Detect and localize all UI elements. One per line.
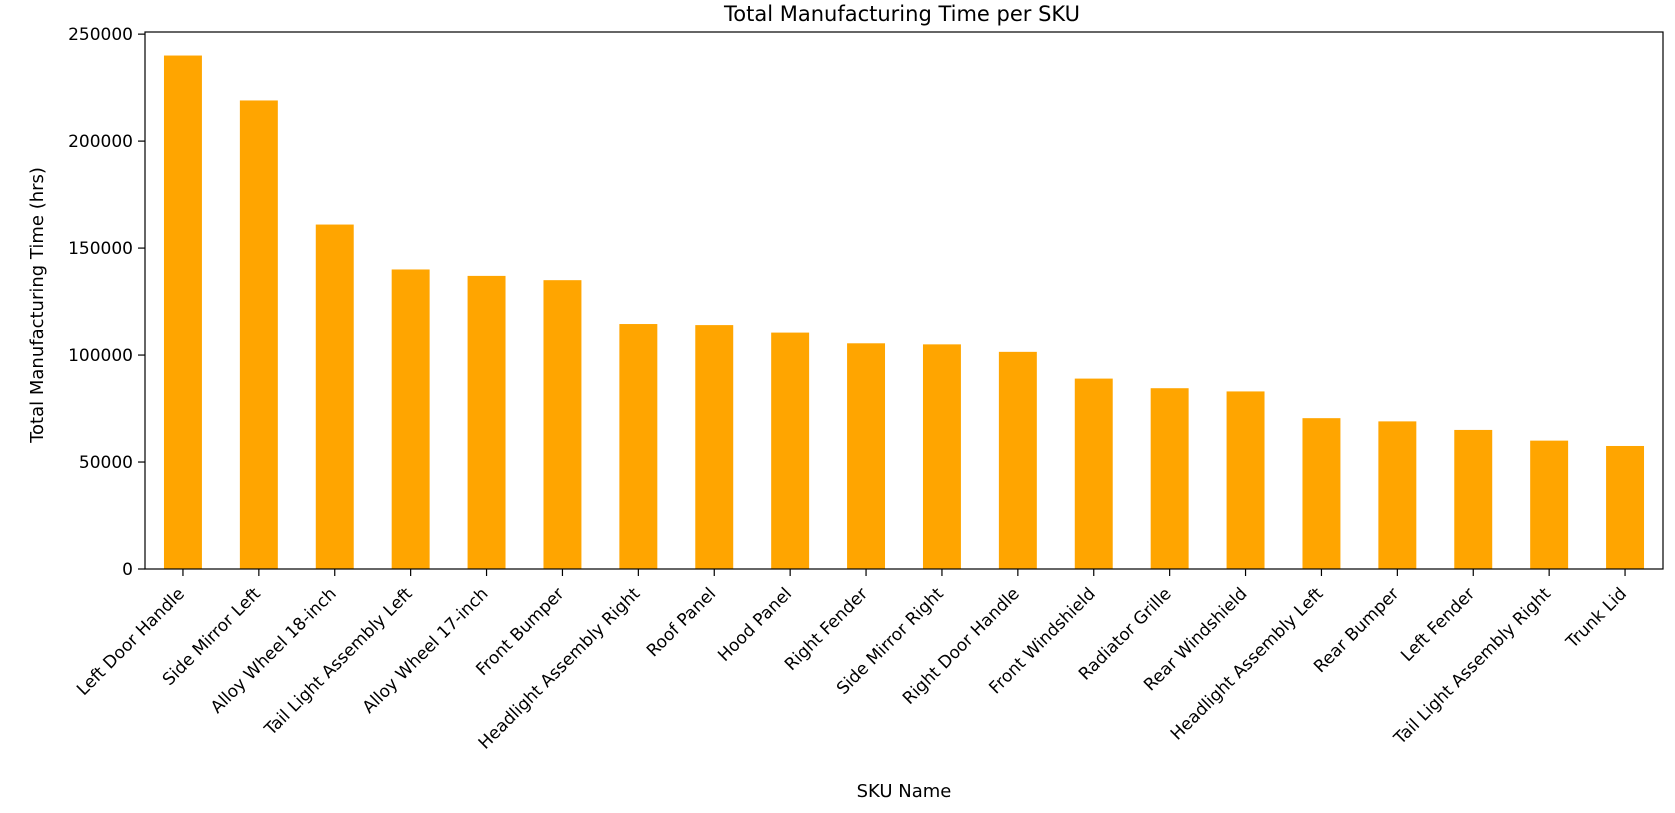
- bar: [239, 100, 278, 569]
- x-tick-label: Alloy Wheel 18-inch: [207, 584, 341, 718]
- x-tick-label: Headlight Assembly Right: [475, 584, 645, 754]
- x-tick-label: Tail Light Assembly Left: [260, 584, 417, 741]
- bar: [1302, 418, 1341, 569]
- bar: [1530, 440, 1569, 569]
- bar: [1378, 421, 1417, 569]
- y-tick-label: 200000: [68, 132, 133, 152]
- bar: [1606, 445, 1645, 569]
- y-tick-label: 250000: [68, 25, 133, 45]
- y-tick-label: 0: [122, 560, 133, 580]
- bar: [1226, 391, 1265, 569]
- x-tick-label: Roof Panel: [643, 584, 720, 661]
- bar: [315, 224, 354, 569]
- bar: [1150, 388, 1189, 569]
- x-tick-label: Tail Light Assembly Right: [1390, 584, 1556, 750]
- bar: [847, 343, 886, 569]
- bar: [1454, 429, 1493, 569]
- chart-title: Total Manufacturing Time per SKU: [723, 2, 1080, 26]
- x-tick-label: Hood Panel: [714, 584, 796, 666]
- x-tick-label: Left Fender: [1397, 584, 1479, 666]
- y-tick-label: 100000: [68, 346, 133, 366]
- bar: [391, 269, 430, 569]
- y-axis-label: Total Manufacturing Time (hrs): [27, 167, 48, 444]
- x-tick-label: Headlight Assembly Left: [1167, 584, 1328, 745]
- bar: [467, 275, 506, 569]
- x-tick-label: Trunk Lid: [1562, 584, 1631, 653]
- bar: [922, 344, 961, 569]
- bar: [619, 324, 658, 569]
- bar: [1074, 378, 1113, 569]
- bar: [543, 280, 582, 569]
- bar: [695, 325, 734, 569]
- y-tick-label: 150000: [68, 239, 133, 259]
- x-axis-label: SKU Name: [857, 781, 952, 802]
- bar: [771, 332, 810, 569]
- x-tick-label: Alloy Wheel 17-inch: [359, 584, 493, 718]
- bar: [163, 55, 202, 569]
- y-tick-label: 50000: [79, 453, 133, 473]
- bar: [998, 351, 1037, 569]
- plot-frame: [144, 31, 1664, 570]
